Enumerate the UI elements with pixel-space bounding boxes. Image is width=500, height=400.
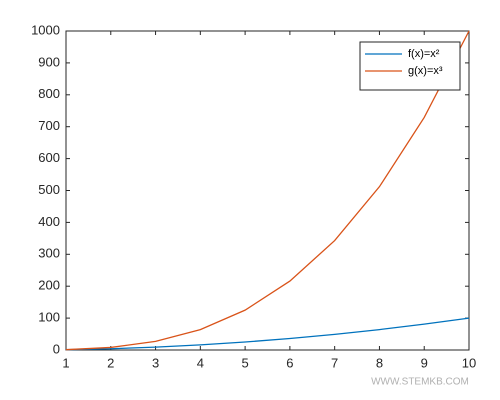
y-tick-label: 1000 xyxy=(31,22,60,37)
x-tick-label: 9 xyxy=(421,355,428,370)
x-tick-label: 3 xyxy=(152,355,159,370)
x-tick-label: 1 xyxy=(62,355,69,370)
y-tick-label: 800 xyxy=(38,86,60,101)
x-tick-label: 10 xyxy=(462,355,476,370)
y-tick-label: 600 xyxy=(38,150,60,165)
x-tick-label: 8 xyxy=(376,355,383,370)
legend-label: g(x)=x³ xyxy=(408,65,443,77)
watermark: WWW.STEMKB.COM xyxy=(371,377,469,388)
x-tick-label: 6 xyxy=(286,355,293,370)
y-tick-label: 900 xyxy=(38,54,60,69)
y-tick-label: 200 xyxy=(38,278,60,293)
series-line xyxy=(65,317,470,351)
y-tick-label: 400 xyxy=(38,214,60,229)
x-tick-label: 2 xyxy=(107,355,114,370)
x-tick-label: 7 xyxy=(331,355,338,370)
legend-label: f(x)=x² xyxy=(408,48,440,60)
x-tick-label: 5 xyxy=(241,355,248,370)
x-tick-label: 4 xyxy=(197,355,204,370)
y-tick-label: 100 xyxy=(38,310,60,325)
y-tick-label: 0 xyxy=(53,341,60,356)
y-tick-label: 700 xyxy=(38,118,60,133)
y-tick-label: 500 xyxy=(38,182,60,197)
series-line xyxy=(65,30,470,351)
legend-box xyxy=(359,41,461,91)
y-tick-label: 300 xyxy=(38,246,60,261)
